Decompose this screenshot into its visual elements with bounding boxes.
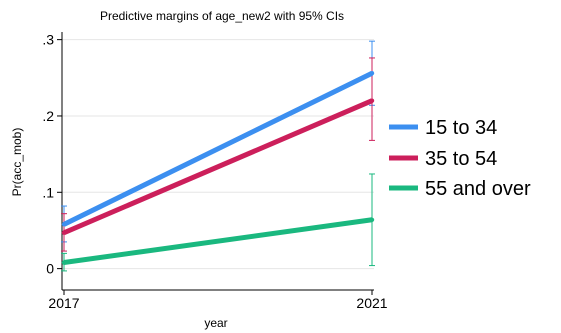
data-point — [369, 98, 375, 103]
legend-label: 35 to 54 — [425, 148, 497, 170]
y-axis: 0 .1 .2 .3 — [42, 32, 63, 290]
data-point — [61, 230, 67, 235]
y-tick-label: .3 — [42, 32, 54, 48]
series-lines — [61, 70, 375, 265]
legend-label: 15 to 34 — [425, 117, 497, 139]
x-tick-label: 2017 — [48, 295, 79, 311]
chart-title: Predictive margins of age_new2 with 95% … — [100, 9, 344, 23]
y-tick-label: .2 — [42, 108, 54, 124]
data-point — [369, 217, 375, 222]
data-point — [61, 260, 67, 265]
legend: 15 to 34 35 to 54 55 and over — [389, 117, 531, 200]
x-axis: 2017 2021 — [48, 289, 388, 311]
series-line — [63, 98, 373, 236]
series-line — [62, 70, 374, 227]
y-axis-title: Pr(acc_mob) — [10, 128, 24, 197]
x-axis-title: year — [204, 316, 227, 330]
data-point — [369, 71, 375, 76]
y-tick-label: .1 — [42, 184, 54, 200]
confidence-intervals — [61, 40, 375, 272]
grid-lines — [62, 39, 374, 270]
y-tick-label: 0 — [46, 261, 54, 277]
series-line — [63, 217, 373, 265]
x-tick-label: 2021 — [356, 295, 387, 311]
data-point — [61, 222, 67, 227]
legend-label: 55 and over — [425, 178, 531, 200]
